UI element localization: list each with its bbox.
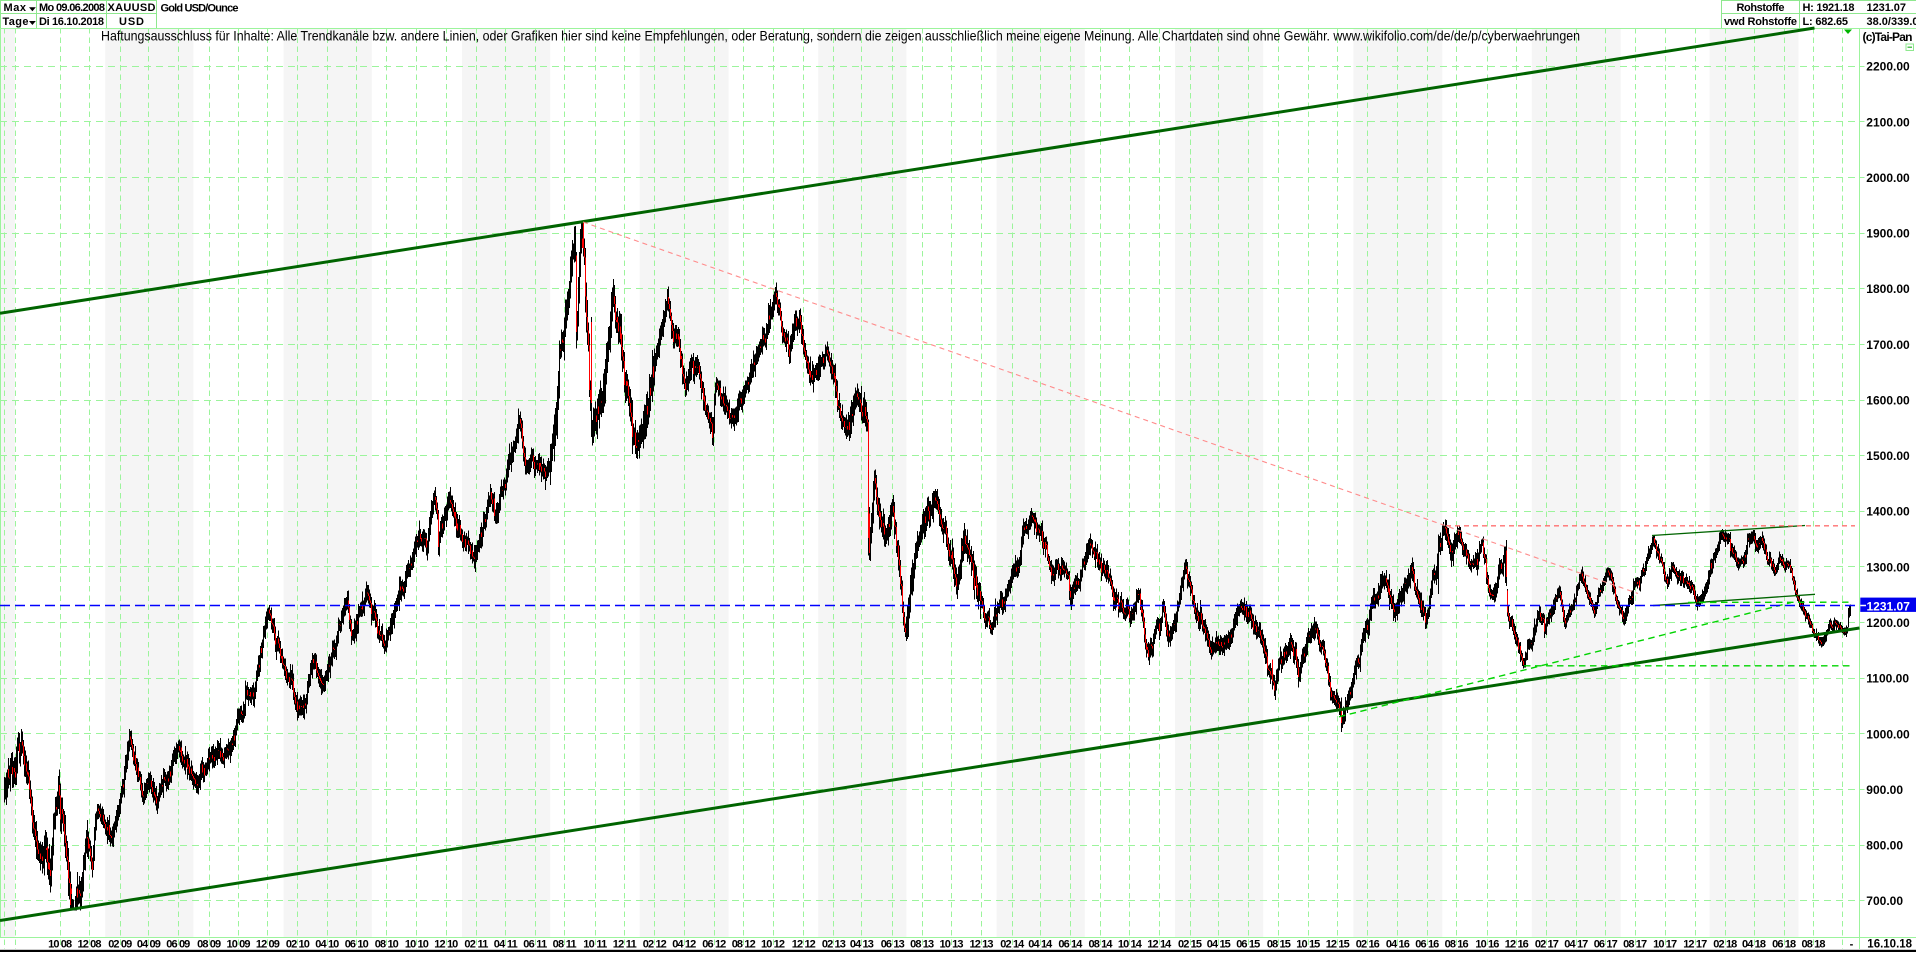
svg-text:16.10.18: 16.10.18: [1867, 939, 1912, 951]
svg-text:02 10: 02 10: [286, 939, 310, 951]
svg-text:38.0/339.04: 38.0/339.04: [1867, 16, 1916, 28]
svg-text:02 18: 02 18: [1713, 939, 1737, 951]
svg-text:Rohstoffe: Rohstoffe: [1737, 2, 1785, 14]
svg-text:900.00: 900.00: [1866, 783, 1903, 797]
svg-text:1100.00: 1100.00: [1866, 672, 1909, 686]
svg-text:02 11: 02 11: [464, 939, 488, 951]
svg-text:06 14: 06 14: [1058, 939, 1083, 951]
svg-text:08 17: 08 17: [1623, 939, 1647, 951]
svg-text:Tage: Tage: [3, 16, 29, 28]
svg-text:1400.00: 1400.00: [1866, 505, 1910, 519]
svg-text:1700.00: 1700.00: [1866, 338, 1910, 352]
svg-text:2100.00: 2100.00: [1866, 115, 1910, 129]
svg-text:04 12: 04 12: [672, 939, 696, 951]
svg-text:12 08: 12 08: [78, 939, 102, 951]
svg-text:2000.00: 2000.00: [1866, 171, 1910, 185]
svg-text:12 12: 12 12: [792, 939, 816, 951]
svg-text:Mo 09.06.2008: Mo 09.06.2008: [39, 2, 105, 14]
svg-text:12 13: 12 13: [970, 939, 994, 951]
svg-text:04 18: 04 18: [1742, 939, 1766, 951]
svg-text:1231.07: 1231.07: [1867, 2, 1907, 14]
svg-text:06 15: 06 15: [1236, 939, 1260, 951]
svg-text:10 11: 10 11: [583, 939, 607, 951]
svg-text:04 10: 04 10: [315, 939, 339, 951]
svg-text:L: 682.65: L: 682.65: [1803, 16, 1849, 28]
svg-text:(c)Tai-Pan: (c)Tai-Pan: [1863, 30, 1913, 44]
svg-text:12 11: 12 11: [613, 939, 637, 951]
svg-text:Di 16.10.2018: Di 16.10.2018: [39, 16, 104, 28]
svg-text:08 10: 08 10: [375, 939, 399, 951]
svg-text:10 14: 10 14: [1118, 939, 1143, 951]
svg-text:12 10: 12 10: [434, 939, 458, 951]
svg-text:1300.00: 1300.00: [1866, 560, 1910, 574]
svg-text:800.00: 800.00: [1866, 839, 1903, 853]
svg-text:1200.00: 1200.00: [1866, 616, 1910, 630]
svg-text:08 11: 08 11: [553, 939, 577, 951]
svg-text:04 14: 04 14: [1028, 939, 1053, 951]
svg-text:08 15: 08 15: [1267, 939, 1291, 951]
svg-text:10 15: 10 15: [1296, 939, 1320, 951]
svg-text:1500.00: 1500.00: [1866, 449, 1910, 463]
svg-text:12 17: 12 17: [1683, 939, 1707, 951]
svg-text:04 13: 04 13: [850, 939, 874, 951]
svg-text:USD: USD: [119, 16, 144, 28]
svg-text:10 17: 10 17: [1653, 939, 1677, 951]
svg-text:02 17: 02 17: [1535, 939, 1559, 951]
svg-text:1800.00: 1800.00: [1866, 282, 1910, 296]
svg-text:08 13: 08 13: [910, 939, 934, 951]
svg-text:12 09: 12 09: [256, 939, 280, 951]
svg-text:04 16: 04 16: [1386, 939, 1410, 951]
svg-text:08 09: 08 09: [197, 939, 221, 951]
svg-text:02 15: 02 15: [1178, 939, 1202, 951]
svg-text:10 09: 10 09: [227, 939, 251, 951]
svg-text:04 17: 04 17: [1564, 939, 1588, 951]
svg-text:06 12: 06 12: [702, 939, 726, 951]
svg-text:H: 1921.18: H: 1921.18: [1803, 2, 1855, 14]
svg-text:12 16: 12 16: [1505, 939, 1529, 951]
svg-text:Haftungsausschluss für Inhalte: Haftungsausschluss für Inhalte: Alle Tre…: [101, 28, 1580, 44]
svg-text:10 13: 10 13: [940, 939, 964, 951]
svg-text:06 16: 06 16: [1415, 939, 1439, 951]
svg-text:02 16: 02 16: [1356, 939, 1380, 951]
svg-text:1600.00: 1600.00: [1866, 394, 1910, 408]
svg-text:04 09: 04 09: [137, 939, 161, 951]
svg-text:-: -: [1850, 939, 1854, 951]
svg-text:vwd Rohstoffe: vwd Rohstoffe: [1724, 16, 1797, 28]
svg-text:02 14: 02 14: [1000, 939, 1025, 951]
svg-text:12 14: 12 14: [1147, 939, 1172, 951]
svg-text:06 10: 06 10: [345, 939, 369, 951]
svg-text:08 14: 08 14: [1089, 939, 1114, 951]
svg-text:02 09: 02 09: [108, 939, 132, 951]
svg-text:10 12: 10 12: [761, 939, 785, 951]
svg-text:12 15: 12 15: [1326, 939, 1350, 951]
svg-text:04 15: 04 15: [1207, 939, 1231, 951]
svg-text:1900.00: 1900.00: [1866, 227, 1910, 241]
svg-text:04 11: 04 11: [494, 939, 518, 951]
svg-text:02 12: 02 12: [643, 939, 667, 951]
svg-text:1231.07: 1231.07: [1867, 599, 1911, 613]
svg-text:1000.00: 1000.00: [1866, 727, 1910, 741]
svg-text:06 17: 06 17: [1594, 939, 1618, 951]
svg-text:08 16: 08 16: [1445, 939, 1469, 951]
svg-text:10 10: 10 10: [405, 939, 429, 951]
svg-text:06 13: 06 13: [881, 939, 905, 951]
svg-text:Gold USD/Ounce: Gold USD/Ounce: [161, 3, 239, 15]
svg-text:08 12: 08 12: [732, 939, 756, 951]
svg-text:06 18: 06 18: [1772, 939, 1796, 951]
svg-text:2200.00: 2200.00: [1866, 60, 1910, 74]
svg-text:06 11: 06 11: [523, 939, 547, 951]
svg-text:10 08: 10 08: [48, 939, 72, 951]
svg-text:02 13: 02 13: [822, 939, 846, 951]
svg-text:06 09: 06 09: [166, 939, 190, 951]
svg-text:10 16: 10 16: [1475, 939, 1499, 951]
svg-text:700.00: 700.00: [1866, 894, 1903, 908]
svg-text:XAUUSD: XAUUSD: [108, 2, 156, 14]
svg-text:08 18: 08 18: [1802, 939, 1826, 951]
svg-text:Max: Max: [4, 2, 27, 14]
